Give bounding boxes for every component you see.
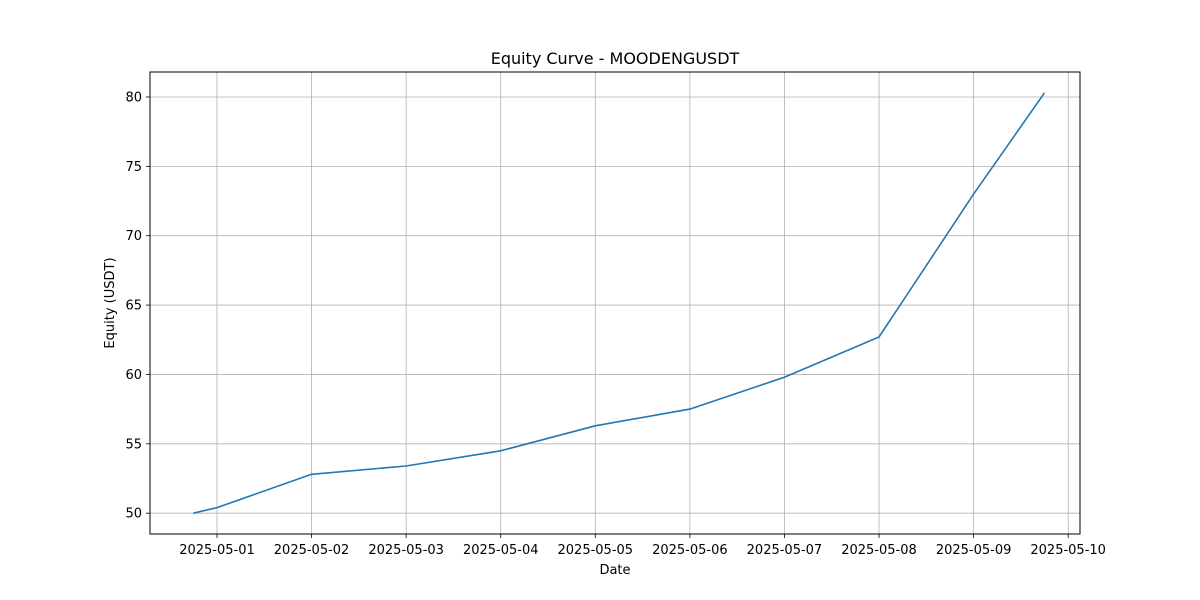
y-tick-label: 50 — [125, 507, 142, 522]
plot-frame — [149, 71, 1081, 535]
x-axis-ticks: 2025-05-01 2025-05-02 2025-05-03 2025-05-04… — [179, 534, 1106, 558]
y-tick-label: 65 — [125, 299, 142, 314]
equity-series-line — [193, 92, 1046, 514]
x-tick-label: 2025-05-05 — [558, 543, 634, 558]
grid-lines — [150, 72, 1080, 534]
y-tick-label: 75 — [125, 160, 142, 175]
y-axis-label: Equity (USDT) — [103, 257, 118, 348]
x-tick-label: 2025-05-04 — [463, 543, 539, 558]
x-axis-label: Date — [599, 563, 630, 578]
x-tick-label: 2025-05-10 — [1030, 543, 1106, 558]
x-tick-label: 2025-05-03 — [368, 543, 444, 558]
x-tick-label: 2025-05-09 — [936, 543, 1012, 558]
y-tick-label: 60 — [125, 368, 142, 383]
y-tick-label: 70 — [125, 229, 142, 244]
x-tick-label: 2025-05-06 — [652, 543, 728, 558]
y-tick-label: 55 — [125, 437, 142, 452]
x-tick-label: 2025-05-08 — [841, 543, 917, 558]
y-tick-label: 80 — [125, 90, 142, 105]
chart-title: Equity Curve - MOODENGUSDT — [491, 49, 740, 68]
x-tick-label: 2025-05-02 — [274, 543, 350, 558]
y-axis-ticks: 50 55 60 65 70 75 80 — [125, 90, 150, 522]
x-tick-label: 2025-05-01 — [179, 543, 255, 558]
x-tick-label: 2025-05-07 — [747, 543, 823, 558]
